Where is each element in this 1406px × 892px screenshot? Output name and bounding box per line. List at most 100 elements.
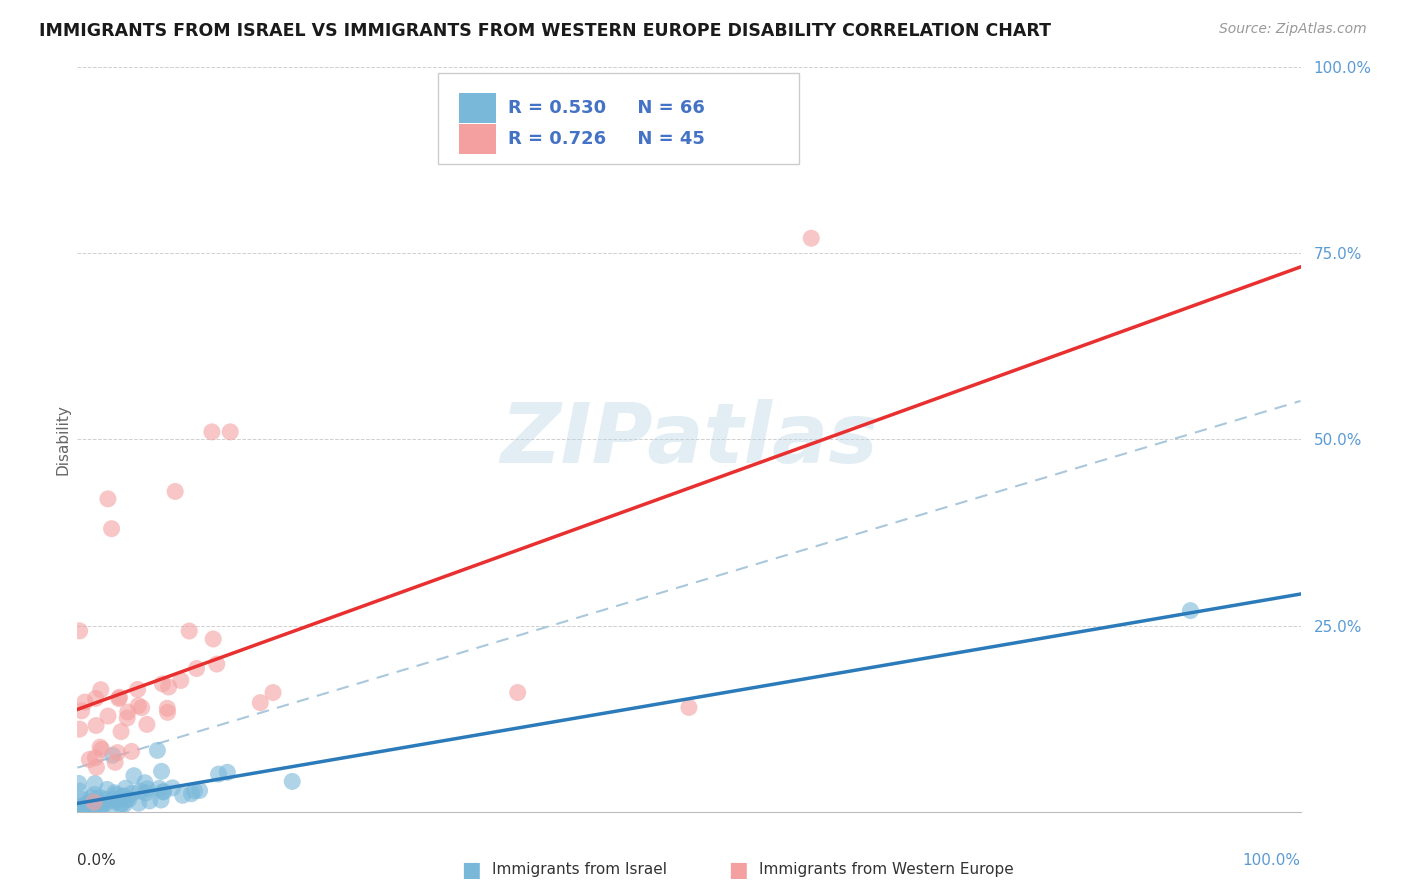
- Point: [86, 760, 108, 774]
- Point: [115, 793, 138, 807]
- Point: [131, 700, 153, 714]
- Point: [94, 792, 117, 806]
- Point: [201, 425, 224, 439]
- Text: Source: ZipAtlas.com: Source: ZipAtlas.com: [1219, 22, 1367, 37]
- Point: [75, 797, 97, 812]
- Text: R = 0.726     N = 45: R = 0.726 N = 45: [508, 130, 704, 148]
- Point: [136, 781, 159, 796]
- Text: Immigrants from Israel: Immigrants from Israel: [492, 863, 666, 877]
- Point: [84, 792, 107, 806]
- Point: [108, 690, 131, 705]
- Point: [67, 800, 90, 814]
- Point: [67, 776, 90, 790]
- Point: [172, 789, 194, 803]
- Point: [105, 788, 128, 802]
- Point: [281, 774, 304, 789]
- Point: [110, 798, 132, 813]
- Point: [157, 680, 180, 694]
- Point: [72, 803, 94, 817]
- Point: [127, 682, 149, 697]
- FancyBboxPatch shape: [458, 94, 496, 123]
- Point: [134, 776, 156, 790]
- Point: [70, 804, 93, 818]
- Point: [112, 789, 135, 803]
- Point: [800, 231, 823, 245]
- Point: [96, 782, 118, 797]
- Point: [79, 796, 101, 810]
- Point: [128, 796, 150, 810]
- Point: [90, 800, 112, 814]
- Point: [111, 789, 134, 804]
- Point: [80, 790, 103, 805]
- Point: [70, 801, 93, 815]
- Point: [152, 785, 174, 799]
- Point: [138, 794, 160, 808]
- Point: [506, 685, 529, 699]
- Point: [83, 795, 105, 809]
- Point: [678, 700, 700, 714]
- Point: [127, 698, 149, 713]
- FancyBboxPatch shape: [458, 124, 496, 154]
- Point: [89, 790, 111, 805]
- Point: [188, 783, 211, 797]
- Point: [90, 798, 112, 813]
- Point: [75, 797, 97, 812]
- Point: [86, 801, 108, 815]
- Point: [165, 484, 187, 499]
- Point: [101, 748, 124, 763]
- Point: [170, 673, 193, 688]
- Point: [121, 786, 143, 800]
- Point: [114, 781, 136, 796]
- Point: [70, 704, 93, 718]
- Point: [75, 797, 97, 812]
- Point: [104, 756, 127, 770]
- Point: [205, 657, 228, 671]
- Point: [97, 491, 120, 506]
- Point: [69, 784, 91, 798]
- Point: [103, 792, 125, 806]
- Point: [90, 742, 112, 756]
- Point: [100, 522, 122, 536]
- Point: [100, 799, 122, 814]
- Text: ZIPatlas: ZIPatlas: [501, 399, 877, 480]
- Point: [156, 706, 179, 720]
- Point: [83, 798, 105, 813]
- Point: [118, 792, 141, 806]
- Text: ■: ■: [461, 860, 481, 880]
- Point: [73, 695, 96, 709]
- Point: [87, 797, 110, 811]
- Point: [110, 724, 132, 739]
- Point: [121, 744, 143, 758]
- Point: [122, 769, 145, 783]
- Point: [249, 696, 271, 710]
- Point: [83, 776, 105, 790]
- Point: [1180, 604, 1202, 618]
- Text: R = 0.530     N = 66: R = 0.530 N = 66: [508, 99, 704, 117]
- Point: [135, 786, 157, 800]
- Point: [207, 767, 229, 781]
- Point: [179, 624, 201, 638]
- Point: [101, 793, 124, 807]
- Point: [84, 691, 107, 706]
- Point: [202, 632, 225, 646]
- FancyBboxPatch shape: [439, 73, 799, 164]
- Point: [180, 787, 202, 801]
- Point: [104, 786, 127, 800]
- Point: [89, 740, 111, 755]
- Point: [69, 624, 91, 638]
- Point: [84, 750, 107, 764]
- Text: ■: ■: [728, 860, 748, 880]
- Point: [262, 685, 284, 699]
- Point: [156, 701, 179, 715]
- Point: [129, 784, 152, 798]
- Point: [135, 717, 157, 731]
- Point: [115, 711, 138, 725]
- Text: Immigrants from Western Europe: Immigrants from Western Europe: [759, 863, 1014, 877]
- Point: [117, 705, 139, 719]
- Point: [73, 800, 96, 814]
- Point: [90, 682, 112, 697]
- Point: [150, 793, 173, 807]
- Point: [146, 743, 169, 757]
- Point: [104, 795, 127, 809]
- Point: [94, 797, 117, 811]
